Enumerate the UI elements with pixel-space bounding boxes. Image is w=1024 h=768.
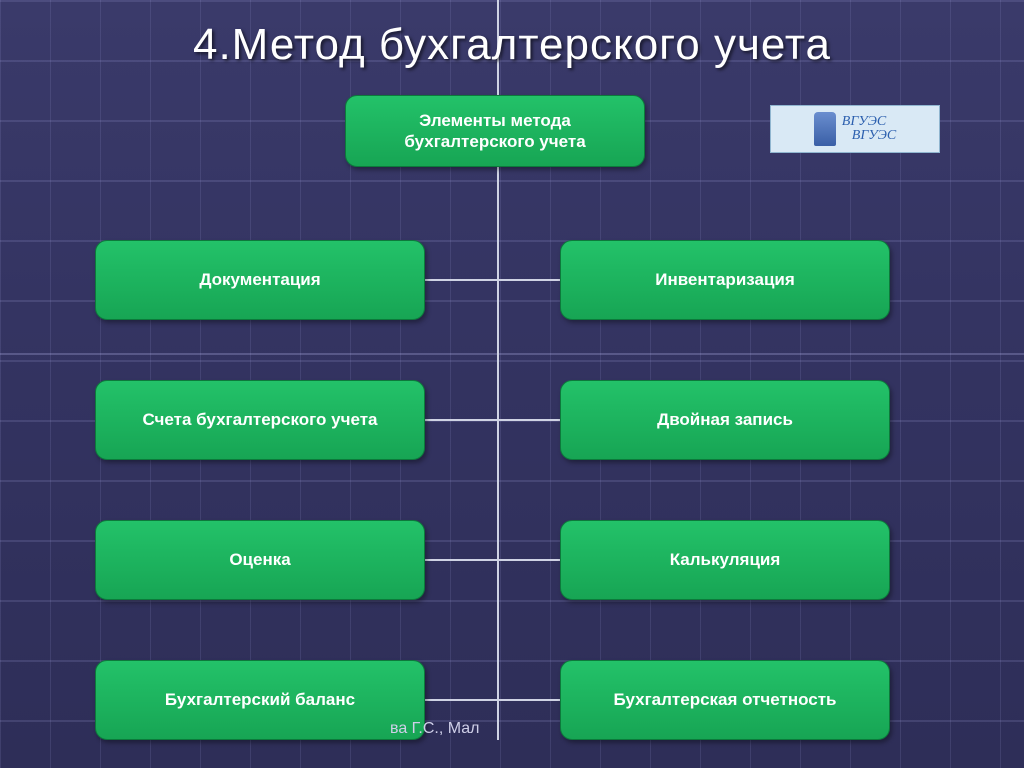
node-balance: Бухгалтерский баланс xyxy=(95,660,425,740)
footer-caption: ва Г.С., Мал xyxy=(390,720,479,738)
node-valuation: Оценка xyxy=(95,520,425,600)
node-report: Бухгалтерская отчетность xyxy=(560,660,890,740)
logo-text-line2: ВГУЭС xyxy=(842,129,896,143)
logo-text-line1: ВГУЭС xyxy=(842,115,896,129)
node-double: Двойная запись xyxy=(560,380,890,460)
node-root: Элементы метода бухгалтерского учета xyxy=(345,95,645,167)
node-doc: Документация xyxy=(95,240,425,320)
logo-figure xyxy=(814,112,836,146)
node-inv: Инвентаризация xyxy=(560,240,890,320)
node-accounts: Счета бухгалтерского учета xyxy=(95,380,425,460)
node-calc: Калькуляция xyxy=(560,520,890,600)
logo-text: ВГУЭС ВГУЭС xyxy=(842,115,896,143)
university-logo: ВГУЭС ВГУЭС xyxy=(770,105,940,153)
slide-title: 4.Метод бухгалтерского учета xyxy=(0,20,1024,70)
